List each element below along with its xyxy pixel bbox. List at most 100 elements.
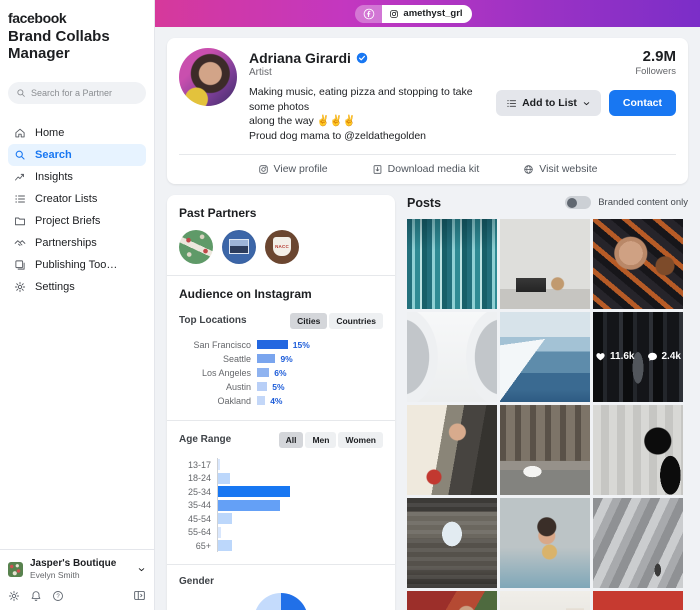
partnerships-icon (14, 237, 26, 249)
post-tile-7[interactable] (407, 404, 497, 495)
app-title: Brand Collabs Manager (8, 28, 110, 62)
top-locations-chart: San Francisco 15% Seattle 9% Los Angeles 6% Au… (179, 338, 383, 408)
post-tile-5[interactable] (500, 311, 590, 402)
sidebar-item-home[interactable]: Home (8, 122, 146, 144)
sidebar-item-project-briefs[interactable]: Project Briefs (8, 210, 146, 232)
post-tile-14[interactable] (500, 590, 590, 610)
footer-icons: ? (8, 589, 146, 602)
post-tile-9[interactable] (593, 404, 683, 495)
download-media-kit-link[interactable]: Download media kit (372, 163, 479, 175)
branded-content-toggle[interactable] (565, 196, 592, 210)
profile-name: Adriana Girardi (249, 50, 351, 66)
post-tile-12[interactable] (593, 497, 683, 588)
profile-category: Artist (249, 67, 272, 78)
post-tile-8[interactable] (500, 404, 590, 495)
download-icon (372, 164, 383, 175)
partner-avatar-city-photo-partner[interactable] (222, 229, 256, 264)
svg-text:?: ? (56, 594, 60, 600)
post-tile-2[interactable] (500, 218, 590, 309)
all-filter-chip[interactable]: All (278, 431, 304, 448)
age-bar-row: 55-64 (179, 525, 383, 539)
sidebar-item-creator-lists[interactable]: Creator Lists (8, 188, 146, 210)
post-tile-15[interactable] (593, 590, 683, 610)
gear-icon[interactable] (8, 590, 20, 602)
men-filter-chip[interactable]: Men (305, 431, 337, 448)
view-profile-link[interactable]: View profile (258, 163, 328, 175)
sidebar-nav: Home Search Insights Creator Lists Project B… (8, 122, 146, 298)
past-partners-section: Past Partners NACC (167, 195, 395, 275)
top-locations-subsection: Top Locations Cities Countries San Franci… (179, 312, 383, 408)
sidebar: facebook Brand Collabs Manager HomeSearc… (0, 0, 155, 610)
women-filter-chip[interactable]: Women (338, 431, 383, 448)
account-user-name: Evelyn Smith (30, 570, 80, 580)
profile-quick-links: View profile Download media kit Visit webs… (179, 153, 676, 184)
collapse-sidebar-icon[interactable] (133, 589, 146, 602)
posts-section: Posts Branded content only 11.6k 2.4k (407, 195, 688, 610)
post-tile-13[interactable] (407, 590, 497, 610)
location-bar-row: Oakland 4% (217, 395, 283, 406)
bell-icon[interactable] (30, 590, 42, 602)
account-avatar (8, 561, 23, 577)
profile-avatar (179, 48, 237, 106)
post-tile-3[interactable] (593, 218, 683, 309)
cities-filter-chip[interactable]: Cities (290, 312, 328, 329)
sidebar-item-partnerships[interactable]: Partnerships (8, 232, 146, 254)
search-icon (14, 149, 26, 161)
partners-row: NACC (179, 229, 383, 264)
post-tile-4[interactable] (407, 311, 497, 402)
search-icon (16, 88, 26, 98)
location-bar-row: Seattle 9% (222, 353, 293, 364)
connected-handle-pill[interactable]: amethyst_grl (355, 4, 472, 23)
countries-filter-chip[interactable]: Countries (329, 312, 383, 329)
account-business-name: Jasper's Boutique (30, 558, 117, 569)
help-icon[interactable]: ? (52, 590, 64, 602)
facebook-wordmark: facebook (8, 10, 67, 26)
age-bar-row: 13-17 (179, 457, 383, 472)
sidebar-footer: Jasper's Boutique Evelyn Smith ? (0, 549, 154, 610)
visit-website-link[interactable]: Visit website (523, 163, 597, 175)
age-bar-row: 45-54 (179, 511, 383, 526)
locations-filter-chips: Cities Countries (290, 312, 383, 329)
instagram-header-bar: amethyst_grl (155, 0, 700, 27)
sidebar-item-settings[interactable]: Settings (8, 276, 146, 298)
contact-button[interactable]: Contact (608, 90, 676, 116)
followers-count: 2.9M (642, 48, 676, 65)
globe-icon (523, 164, 534, 175)
sidebar-item-insights[interactable]: Insights (8, 166, 146, 188)
partner-avatar-green-pattern-partner[interactable] (179, 229, 213, 264)
search-input[interactable] (31, 88, 138, 98)
post-tile-1[interactable] (407, 218, 497, 309)
settings-icon (14, 281, 26, 293)
gender-title: Gender (179, 576, 215, 588)
age-bar-row: 25-34 (179, 484, 383, 499)
publishing-tools-icon (14, 259, 26, 271)
age-filter-chips: All Men Women (278, 431, 383, 448)
branded-content-label: Branded content only (598, 197, 688, 209)
partner-search[interactable] (8, 82, 146, 104)
posts-grid: 11.6k 2.4k (407, 218, 688, 610)
age-bar-row: 18-24 (179, 471, 383, 485)
gender-pie (254, 593, 308, 610)
sidebar-item-search[interactable]: Search (8, 144, 146, 166)
location-bar-row: Austin 5% (225, 381, 285, 392)
post-tile-10[interactable] (407, 497, 497, 588)
partner-avatar-shield-badge-partner[interactable]: NACC (265, 229, 299, 264)
instagram-icon (389, 9, 399, 19)
add-to-list-button[interactable]: Add to List (496, 90, 601, 116)
age-range-chart: 13-17 18-24 25-34 35-44 45-54 55-64 65+ (179, 457, 383, 553)
post-tile-6[interactable]: 11.6k 2.4k (593, 311, 683, 402)
location-bar-row: San Francisco 15% (193, 339, 310, 350)
instagram-icon (258, 164, 269, 175)
insights-icon (14, 171, 26, 183)
posts-title: Posts (407, 195, 442, 210)
audience-card: Past Partners NACC Audience on Instagram… (167, 194, 395, 610)
post-tile-11[interactable] (500, 497, 590, 588)
top-locations-title: Top Locations (179, 315, 247, 327)
followers-label: Followers (635, 66, 676, 77)
verified-badge-icon (356, 52, 368, 64)
facebook-icon (363, 8, 375, 20)
sidebar-item-publishing-too[interactable]: Publishing Too… (8, 254, 146, 276)
post-likes: 11.6k (610, 351, 635, 363)
account-switcher[interactable]: Jasper's Boutique Evelyn Smith (8, 558, 146, 580)
